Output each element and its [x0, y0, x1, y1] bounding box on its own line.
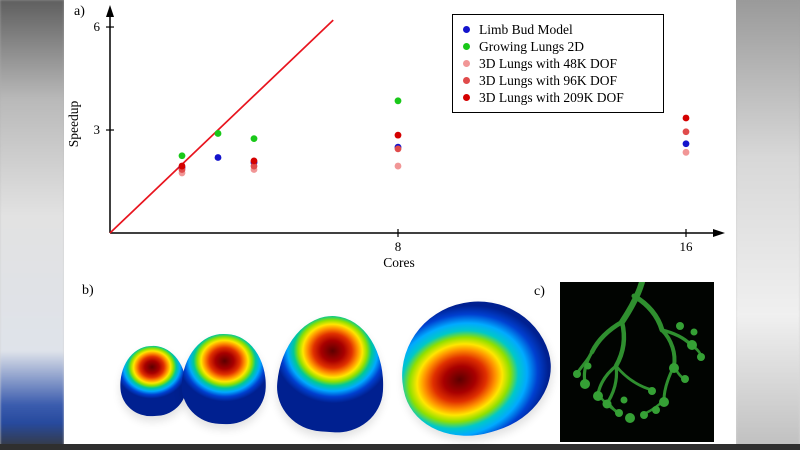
data-point	[250, 162, 258, 170]
legend-item: Growing Lungs 2D	[463, 38, 655, 55]
plot-legend: Limb Bud Model Growing Lungs 2D 3D Lungs…	[452, 14, 664, 113]
data-point	[214, 154, 222, 161]
legend-label: 3D Lungs with 209K DOF	[479, 89, 624, 105]
legend-label: 3D Lungs with 96K DOF	[479, 72, 618, 88]
data-point	[394, 97, 402, 105]
speedup-scatter-plot: 8 16 3 6 Cores Speedup	[66, 5, 725, 270]
x-tick-label: 16	[680, 239, 694, 254]
data-point	[214, 130, 222, 137]
y-axis-label: Speedup	[66, 101, 81, 148]
data-point	[250, 135, 258, 142]
lung-3d-render-panel	[560, 279, 714, 442]
lung-tree-render	[573, 279, 705, 423]
legend-marker	[463, 77, 470, 84]
ideal-speedup-line	[109, 19, 334, 234]
data-point	[178, 152, 186, 160]
legend-item: 3D Lungs with 48K DOF	[463, 55, 655, 72]
legend-item: 3D Lungs with 96K DOF	[463, 72, 655, 89]
legend-marker	[463, 94, 470, 101]
data-point	[682, 114, 690, 122]
data-point	[394, 131, 402, 139]
data-point	[394, 162, 402, 170]
data-point	[682, 128, 690, 136]
data-point	[682, 140, 690, 148]
limb-bud-render-4	[383, 282, 567, 450]
x-axis-arrow	[713, 229, 725, 237]
x-axis-label: Cores	[383, 255, 415, 270]
limb-bud-render-2	[180, 332, 268, 426]
background-strip-bottom	[0, 444, 800, 450]
legend-marker	[463, 43, 470, 50]
data-point	[394, 145, 402, 153]
y-axis-arrow	[106, 5, 114, 17]
limb-bud-render-1	[117, 343, 189, 419]
limb-bud-render-3	[274, 312, 388, 436]
panel-b-label: b)	[82, 283, 94, 298]
y-tick-label: 3	[94, 122, 101, 137]
data-point	[178, 162, 186, 170]
scientific-figure: a) 8 16 3 6 Cores Speedup Limb Bud Model Grow…	[64, 0, 736, 450]
legend-label: 3D Lungs with 48K DOF	[479, 55, 618, 71]
legend-marker	[463, 26, 470, 33]
legend-label: Growing Lungs 2D	[479, 38, 584, 54]
panel-c-label: c)	[534, 284, 545, 299]
background-blur-left	[0, 0, 64, 450]
data-point	[682, 148, 690, 156]
legend-item: Limb Bud Model	[463, 21, 655, 38]
legend-label: Limb Bud Model	[479, 21, 573, 37]
data-point	[250, 157, 258, 165]
legend-item: 3D Lungs with 209K DOF	[463, 89, 655, 106]
y-tick-label: 6	[94, 19, 101, 34]
background-blur-right	[736, 0, 800, 450]
x-tick-label: 8	[395, 239, 402, 254]
legend-marker	[463, 60, 470, 67]
panel-a-label: a)	[74, 4, 85, 19]
